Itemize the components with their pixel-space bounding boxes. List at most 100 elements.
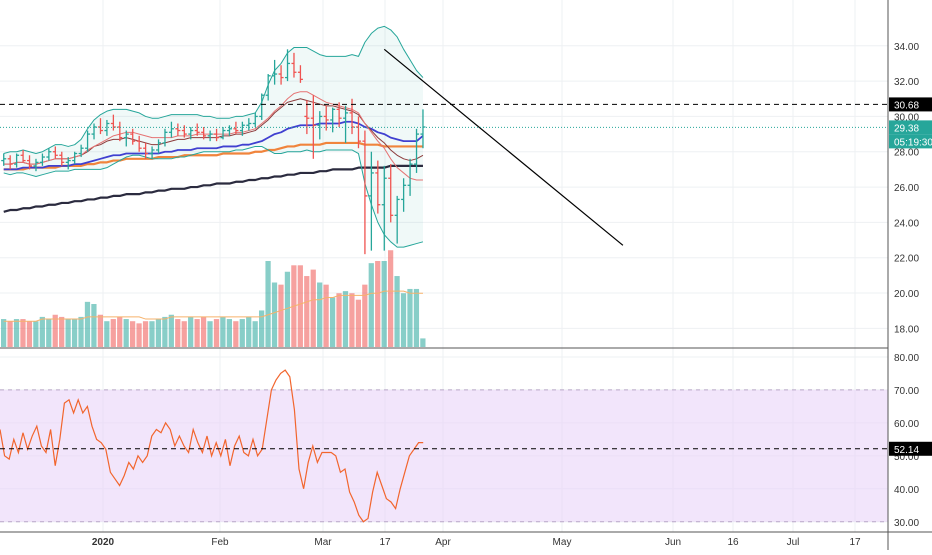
time-tick-label: 2020 xyxy=(92,537,115,548)
current-price-label: 29.38 xyxy=(889,120,932,135)
ohlc-bar xyxy=(104,119,110,136)
ohlc-bar xyxy=(1,153,7,166)
time-tick-label: 16 xyxy=(727,537,739,548)
ohlc-bar xyxy=(52,146,58,159)
volume-bar xyxy=(71,319,78,347)
volume-bar xyxy=(349,293,355,347)
rsi-tick-label: 40.00 xyxy=(894,485,919,496)
price-tick-label: 20.00 xyxy=(894,289,919,300)
volume-bar xyxy=(33,321,39,347)
ema-mid-line xyxy=(3,120,424,171)
volume-bar xyxy=(46,319,52,347)
ohlc-bar xyxy=(123,130,129,147)
volume-bar xyxy=(304,276,310,347)
time-tick-label: Jun xyxy=(665,537,681,548)
volume-bar xyxy=(7,321,13,347)
ohlc-bar xyxy=(7,155,13,170)
ohlc-bar xyxy=(278,65,284,85)
ohlc-bar xyxy=(78,144,84,158)
ohlc-bar xyxy=(317,111,323,140)
ohlc-bar xyxy=(252,112,258,128)
volume-bar xyxy=(110,319,116,347)
ohlc-bar xyxy=(259,93,265,120)
volume-bar xyxy=(407,288,413,347)
ohlc-bar xyxy=(39,153,45,166)
ohlc-bar xyxy=(65,157,71,170)
current-price-label-bg xyxy=(889,120,932,135)
volume-bar xyxy=(329,297,336,347)
time-tick-label: May xyxy=(553,537,572,548)
volume-bar xyxy=(142,321,149,347)
volume-bar xyxy=(362,284,368,347)
volume-bar xyxy=(394,276,400,347)
volume-ma-line xyxy=(3,290,423,322)
price-tick-label: 32.00 xyxy=(894,77,919,88)
volume-bar xyxy=(175,319,181,347)
rsi-axis[interactable]: 80.00 70.00 60.00 50.00 40.00 30.00 52.14 xyxy=(889,353,932,529)
volume-bar xyxy=(265,261,271,347)
ohlc-bar xyxy=(33,158,39,172)
ohlc-bar xyxy=(388,164,394,223)
volume-bar xyxy=(310,269,316,347)
rsi-value-label: 52.14 xyxy=(889,441,932,456)
ohlc-bar xyxy=(233,121,239,135)
volume-bar xyxy=(368,263,374,347)
ohlc-bar xyxy=(368,151,374,251)
time-axis[interactable]: 2020 Feb Mar 17 Apr May Jun 16 Jul 17 xyxy=(92,537,861,548)
volume-bar xyxy=(355,299,361,347)
volume-bar xyxy=(20,319,26,347)
rsi-line xyxy=(0,369,424,523)
volume-bar xyxy=(104,321,110,347)
rsi-tick-label: 80.00 xyxy=(894,353,919,364)
volume-bar xyxy=(130,321,136,347)
volume-bar xyxy=(317,282,323,347)
volume-bar xyxy=(239,319,245,347)
rsi-line-path xyxy=(0,369,424,523)
volume-bar xyxy=(213,319,220,347)
ohlc-bar xyxy=(46,148,52,161)
resistance-price-label-text: 30.68 xyxy=(894,100,919,111)
price-axis[interactable]: 34.00 32.00 30.00 28.00 26.00 24.00 22.00 20.00… xyxy=(889,42,932,336)
ohlc-bar xyxy=(343,105,349,143)
ohlc-bar xyxy=(362,130,368,255)
ohlc-bar xyxy=(130,128,136,145)
time-tick-label: Feb xyxy=(211,537,229,548)
time-tick-label: Apr xyxy=(435,537,451,548)
ohlc-bar xyxy=(220,127,226,140)
volume-bar xyxy=(78,316,84,347)
ohlc-bar xyxy=(188,127,194,140)
volume-bar xyxy=(413,288,420,347)
rsi-band-fill xyxy=(0,389,888,522)
bollinger-basis-line xyxy=(3,91,423,181)
ohlc-bar xyxy=(168,121,174,138)
volume-bar xyxy=(400,293,407,347)
ohlc-bar xyxy=(59,151,65,166)
ohlc-bar xyxy=(175,123,181,136)
time-tick-label: 17 xyxy=(849,537,861,548)
volume-bar xyxy=(388,250,394,347)
volume-bar xyxy=(91,304,97,347)
ohlc-bar xyxy=(207,130,213,142)
volume-bar xyxy=(271,282,278,347)
ohlc-bar xyxy=(201,127,207,140)
price-tick-label: 34.00 xyxy=(894,42,919,53)
ma-long-line xyxy=(3,164,423,213)
volume-bar xyxy=(342,291,349,347)
rsi-value-label-text: 52.14 xyxy=(894,445,919,456)
volume-bar xyxy=(188,316,194,347)
bollinger-lower-line xyxy=(3,145,424,248)
ohlc-bar xyxy=(285,49,291,82)
ohlc-bar xyxy=(310,95,316,159)
ohlc-bar xyxy=(239,121,245,136)
time-tick-label: 17 xyxy=(379,537,391,548)
ohlc-bar xyxy=(214,128,220,142)
ohlc-bar xyxy=(272,59,278,85)
countdown-label: 05:19:30 xyxy=(889,134,932,149)
rsi-tick-label: 30.00 xyxy=(894,518,919,529)
ohlc-bar xyxy=(136,135,142,152)
bollinger-fill xyxy=(3,26,423,248)
resistance-price-label-bg xyxy=(889,97,932,112)
ohlc-bar xyxy=(407,158,413,196)
